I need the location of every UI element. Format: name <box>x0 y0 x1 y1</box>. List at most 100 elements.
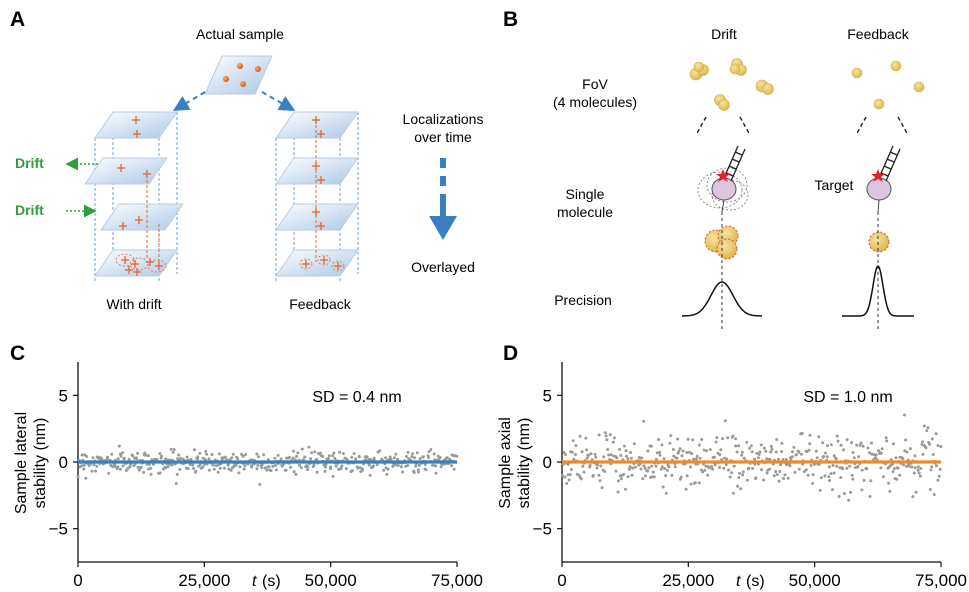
data-point <box>434 471 438 475</box>
data-point <box>727 468 730 472</box>
data-point <box>244 453 247 457</box>
d-xaxis-unit: (s) <box>746 573 765 590</box>
data-point <box>128 465 132 469</box>
sample-plate <box>275 249 359 277</box>
data-point <box>700 438 704 441</box>
data-point <box>892 467 896 471</box>
data-point <box>814 449 818 453</box>
data-point <box>382 468 386 472</box>
data-point <box>260 466 264 470</box>
data-point <box>819 476 823 480</box>
data-point <box>724 463 728 467</box>
drift-label-2: Drift <box>15 202 44 218</box>
data-point <box>831 488 834 492</box>
data-point <box>937 474 941 478</box>
data-point <box>350 469 354 473</box>
data-point <box>608 433 612 437</box>
data-point <box>749 444 753 448</box>
data-point <box>835 434 839 438</box>
data-point <box>779 463 783 467</box>
data-point <box>804 468 808 472</box>
data-point <box>600 486 604 490</box>
data-point <box>912 471 916 475</box>
data-point <box>315 470 319 474</box>
x-tick-label: 50,000 <box>789 571 841 590</box>
data-point <box>392 456 396 460</box>
d-ylabel-line2: stability (nm) <box>516 418 533 509</box>
data-point <box>678 447 682 451</box>
data-point <box>581 464 585 468</box>
data-point <box>855 443 859 447</box>
data-point <box>862 478 866 482</box>
data-point <box>295 454 298 458</box>
data-point <box>908 447 912 451</box>
fov-label-line1: FoV <box>582 76 608 92</box>
data-point <box>661 485 665 489</box>
chart-d: −5 0 5 0 25,000 50,000 75,000 <box>533 362 967 590</box>
data-point <box>728 475 732 479</box>
data-point <box>276 453 280 457</box>
data-point <box>607 453 611 457</box>
data-point <box>651 470 655 474</box>
data-point <box>652 475 656 479</box>
data-point <box>76 475 80 479</box>
data-point <box>386 467 390 471</box>
data-point <box>753 457 756 461</box>
data-point <box>450 464 454 468</box>
arrow-to-feedback-stack <box>261 91 296 111</box>
x-tick-label: 0 <box>73 571 82 590</box>
data-point <box>116 457 120 461</box>
overlay-spread-ring <box>115 253 135 267</box>
panel-c: C Sample lateral stability (nm) −5 0 5 0 25,… <box>10 342 483 590</box>
data-point <box>122 456 126 460</box>
data-point <box>631 466 635 470</box>
data-point <box>774 470 778 474</box>
data-point <box>676 437 680 441</box>
data-point <box>427 456 431 460</box>
sample-dot <box>223 76 229 82</box>
data-point <box>869 479 873 483</box>
data-point <box>647 466 651 470</box>
data-point <box>681 449 685 453</box>
data-point <box>185 455 189 459</box>
data-point <box>891 470 895 474</box>
data-point <box>289 465 293 469</box>
data-point <box>672 454 676 458</box>
data-point <box>179 456 183 460</box>
data-point <box>80 464 84 468</box>
data-point <box>171 450 175 454</box>
data-point <box>323 469 327 473</box>
sample-plate <box>275 157 359 185</box>
data-point <box>641 477 645 481</box>
data-point <box>790 455 794 459</box>
scatter-points <box>560 413 943 502</box>
data-point <box>271 464 275 468</box>
data-point <box>695 454 699 458</box>
data-point <box>913 466 917 470</box>
data-point <box>857 455 861 459</box>
data-point <box>139 465 143 469</box>
data-point <box>243 464 247 468</box>
data-point <box>926 426 930 430</box>
data-point <box>294 472 298 476</box>
data-point <box>619 477 623 481</box>
data-point <box>918 474 922 478</box>
data-point <box>194 469 198 473</box>
panel-letter-d: D <box>503 342 518 365</box>
data-point <box>736 484 740 488</box>
data-point <box>82 463 86 467</box>
data-point <box>192 467 195 470</box>
fov-label-line2: (4 molecules) <box>553 94 637 110</box>
data-point <box>238 465 242 469</box>
data-point <box>901 457 905 461</box>
data-point <box>827 475 831 479</box>
data-point <box>732 464 736 468</box>
feedback-stack <box>275 111 359 282</box>
zoom-line <box>855 116 867 136</box>
data-point <box>429 448 433 451</box>
data-point <box>721 437 725 441</box>
data-point <box>741 470 745 474</box>
data-point <box>404 455 408 458</box>
data-point <box>269 469 273 473</box>
data-point <box>292 470 296 474</box>
